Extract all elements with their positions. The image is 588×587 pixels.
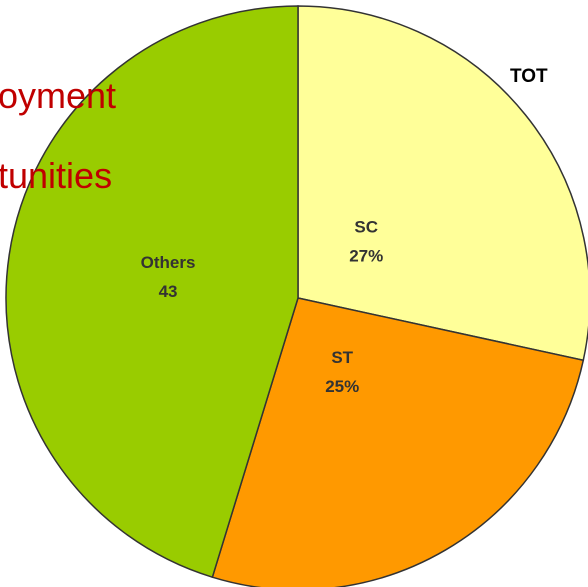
annotation: oyment [0,75,116,116]
pie-slice [5,5,299,579]
slice-value-label: 25% [325,377,359,396]
slice-label: Others [141,253,196,272]
slice-label: SC [354,218,378,237]
pie-slice [211,297,585,587]
annotation: tunities [0,155,112,196]
pie-slice [297,5,588,362]
slice-value-label: 43 [159,282,178,301]
annotation: TOT [510,66,548,87]
pie [5,5,588,587]
slice-label: ST [331,348,353,367]
slice-value-label: 27% [349,247,383,266]
